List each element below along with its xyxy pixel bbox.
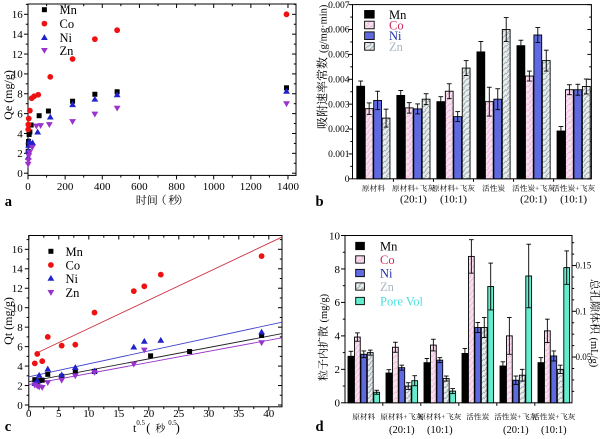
svg-text:0.15: 0.15 — [576, 261, 592, 271]
svg-text:Ni: Ni — [380, 267, 393, 281]
svg-text:4: 4 — [17, 128, 23, 140]
svg-text:Zn: Zn — [380, 280, 395, 294]
svg-text:d: d — [316, 419, 324, 435]
svg-text:2: 2 — [335, 364, 341, 376]
svg-text:12: 12 — [12, 283, 23, 295]
svg-text:(mL/g): (mL/g) — [588, 338, 599, 368]
svg-text:4: 4 — [17, 361, 23, 373]
svg-text:(10:1): (10:1) — [440, 194, 467, 206]
svg-text:0.05: 0.05 — [576, 352, 592, 362]
svg-text:40: 40 — [263, 408, 275, 420]
svg-text:800: 800 — [168, 181, 185, 193]
svg-text:0.1: 0.1 — [576, 306, 587, 316]
svg-text:+: + — [575, 186, 579, 193]
svg-text:Ni: Ni — [389, 29, 402, 43]
svg-text:0.007: 0.007 — [328, 1, 350, 11]
svg-text:0: 0 — [25, 181, 31, 193]
svg-text:15: 15 — [113, 408, 125, 420]
svg-text:16: 16 — [12, 244, 24, 256]
svg-text:20: 20 — [143, 408, 155, 420]
svg-text:(20:1): (20:1) — [520, 194, 547, 206]
svg-text:Co: Co — [66, 259, 81, 273]
svg-text:25: 25 — [173, 408, 185, 420]
svg-text:0.005: 0.005 — [328, 51, 350, 61]
svg-text:12: 12 — [12, 49, 23, 61]
svg-text:10: 10 — [83, 408, 95, 420]
svg-text:30: 30 — [203, 408, 215, 420]
svg-text:0: 0 — [335, 398, 341, 410]
svg-text:Zn: Zn — [60, 44, 75, 58]
svg-text:a: a — [5, 194, 13, 210]
svg-text:2: 2 — [17, 148, 23, 160]
svg-text:c: c — [5, 419, 12, 435]
svg-text:+: + — [441, 414, 445, 421]
svg-text:0.003: 0.003 — [328, 100, 350, 110]
svg-text:Co: Co — [389, 19, 404, 33]
svg-text:Mn: Mn — [380, 240, 398, 254]
svg-text:Qt (mg/g): Qt (mg/g) — [1, 297, 15, 345]
svg-text:Co: Co — [380, 253, 395, 267]
svg-text:16: 16 — [12, 9, 24, 21]
svg-text:1000: 1000 — [203, 181, 226, 193]
svg-text:Co: Co — [60, 17, 75, 31]
svg-text:Ni: Ni — [60, 31, 73, 45]
svg-text:35: 35 — [233, 408, 245, 420]
svg-text:1200: 1200 — [240, 181, 263, 193]
svg-text:(20:1): (20:1) — [503, 425, 529, 436]
svg-text:0.001: 0.001 — [328, 150, 350, 160]
svg-text:0.006: 0.006 — [328, 26, 350, 36]
svg-text:0: 0 — [17, 168, 23, 180]
svg-text:(: ( — [146, 421, 150, 435]
svg-text:+: + — [555, 414, 559, 421]
svg-text:(20:1): (20:1) — [389, 425, 415, 436]
svg-text:(mg/g): (mg/g) — [319, 293, 330, 322]
svg-text:0.5: 0.5 — [136, 420, 145, 427]
svg-text:Ni: Ni — [66, 272, 79, 286]
svg-text:Mn: Mn — [60, 3, 78, 17]
svg-text:0: 0 — [17, 400, 23, 412]
svg-text:8: 8 — [17, 89, 23, 101]
svg-text:Zn: Zn — [389, 40, 404, 54]
svg-text:2: 2 — [17, 380, 23, 392]
svg-text:6: 6 — [17, 108, 23, 120]
svg-text:5: 5 — [56, 408, 62, 420]
svg-text:(10:1): (10:1) — [427, 425, 453, 436]
svg-text:8: 8 — [335, 264, 341, 276]
svg-text:+: + — [455, 186, 459, 193]
svg-text:+: + — [517, 414, 521, 421]
svg-text:(10:1): (10:1) — [541, 425, 567, 436]
svg-text:400: 400 — [94, 181, 111, 193]
svg-text:10: 10 — [12, 303, 24, 315]
svg-text:0.5: 0.5 — [168, 420, 177, 427]
svg-text:6: 6 — [335, 297, 341, 309]
svg-text:Mn: Mn — [66, 245, 84, 259]
svg-text:0.002: 0.002 — [328, 125, 350, 135]
svg-text:t: t — [133, 421, 137, 435]
svg-text:(g/mg·min): (g/mg·min) — [319, 4, 330, 53]
svg-text:4: 4 — [335, 331, 341, 343]
svg-text:8: 8 — [17, 322, 23, 334]
svg-text:(10:1): (10:1) — [560, 194, 587, 206]
svg-text:0: 0 — [26, 408, 32, 420]
svg-text:14: 14 — [12, 264, 24, 276]
svg-text:10: 10 — [329, 230, 341, 242]
svg-text:6: 6 — [17, 341, 23, 353]
svg-text:0.004: 0.004 — [328, 76, 350, 86]
svg-text:1400: 1400 — [277, 181, 300, 193]
svg-text:+: + — [403, 414, 407, 421]
svg-text:Pore Vol: Pore Vol — [380, 295, 423, 309]
svg-text:0: 0 — [345, 175, 350, 185]
svg-text:+: + — [415, 186, 419, 193]
svg-text:b: b — [316, 194, 324, 210]
svg-text:Zn: Zn — [66, 286, 81, 300]
svg-text:200: 200 — [57, 181, 74, 193]
svg-text:Mn: Mn — [389, 8, 407, 22]
svg-text:): ) — [176, 421, 180, 435]
svg-text:10: 10 — [12, 69, 24, 81]
svg-text:(20:1): (20:1) — [400, 194, 427, 206]
svg-text:600: 600 — [131, 181, 148, 193]
svg-text:+: + — [535, 186, 539, 193]
svg-text:14: 14 — [12, 29, 24, 41]
svg-text:Qe (mg/g): Qe (mg/g) — [1, 70, 15, 120]
